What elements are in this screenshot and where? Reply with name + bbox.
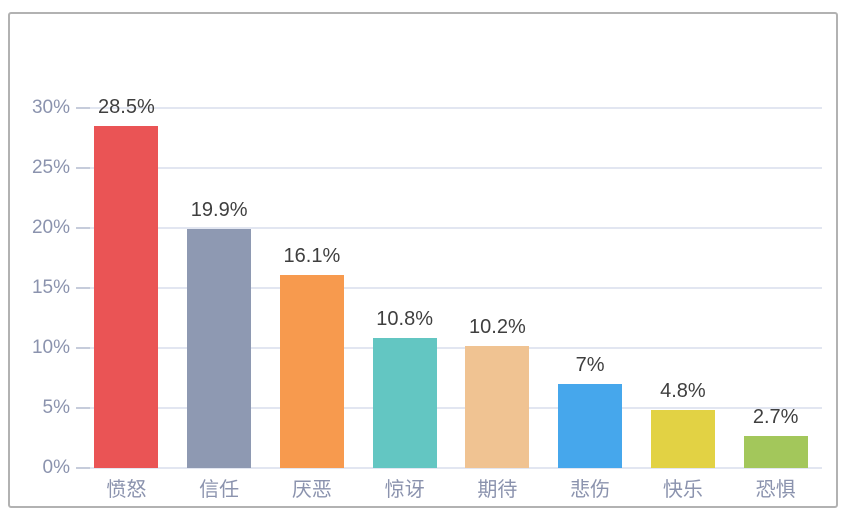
x-axis-category-label: 信任 xyxy=(199,479,240,501)
x-axis-category-label: 期待 xyxy=(477,479,518,501)
gridline xyxy=(78,227,822,229)
bar-value-label: 28.5% xyxy=(98,96,155,118)
bar-value-label: 19.9% xyxy=(190,199,248,222)
y-axis-tick-label: 20% xyxy=(31,217,70,238)
gridline xyxy=(78,287,822,289)
gridline xyxy=(78,107,822,109)
x-axis-category-label: 愤怒 xyxy=(106,479,147,501)
x-axis-category-label: 恐惧 xyxy=(755,479,796,501)
x-axis-category-label: 快乐 xyxy=(662,479,703,501)
y-axis-tick xyxy=(76,227,90,229)
bar xyxy=(279,274,344,468)
y-axis-tick xyxy=(76,347,90,349)
bar xyxy=(94,126,159,468)
gridline xyxy=(78,467,822,469)
y-axis-tick-label: 25% xyxy=(31,157,70,178)
y-axis-tick-label: 30% xyxy=(31,97,70,118)
gridline xyxy=(78,407,822,409)
y-axis-tick xyxy=(76,467,90,469)
y-axis-tick-label: 5% xyxy=(42,397,70,418)
y-axis-tick xyxy=(76,107,90,109)
y-axis-tick-label: 15% xyxy=(31,277,70,298)
bar-value-label: 2.7% xyxy=(752,405,799,428)
gridline xyxy=(78,167,822,169)
y-axis-tick xyxy=(76,407,90,409)
y-axis-tick-label: 10% xyxy=(31,337,70,358)
bar xyxy=(187,229,252,468)
x-axis-category-label: 悲伤 xyxy=(570,479,611,501)
bar xyxy=(465,345,530,468)
y-axis-tick xyxy=(76,167,90,169)
x-axis-category-label: 惊讶 xyxy=(384,479,425,501)
bar-value-label: 7% xyxy=(575,354,605,376)
bar-value-label: 10.8% xyxy=(376,308,433,331)
y-axis-tick-label: 0% xyxy=(42,457,70,478)
x-axis-category-label: 厌恶 xyxy=(291,479,332,501)
bar xyxy=(372,338,437,468)
bar-value-label: 4.8% xyxy=(660,380,706,403)
y-axis-tick xyxy=(76,287,90,289)
bar-value-label: 10.2% xyxy=(469,315,526,338)
bar xyxy=(558,384,623,468)
bar xyxy=(650,410,715,468)
bar xyxy=(743,435,808,468)
gridline xyxy=(78,347,822,349)
bar-value-label: 16.1% xyxy=(283,244,341,267)
